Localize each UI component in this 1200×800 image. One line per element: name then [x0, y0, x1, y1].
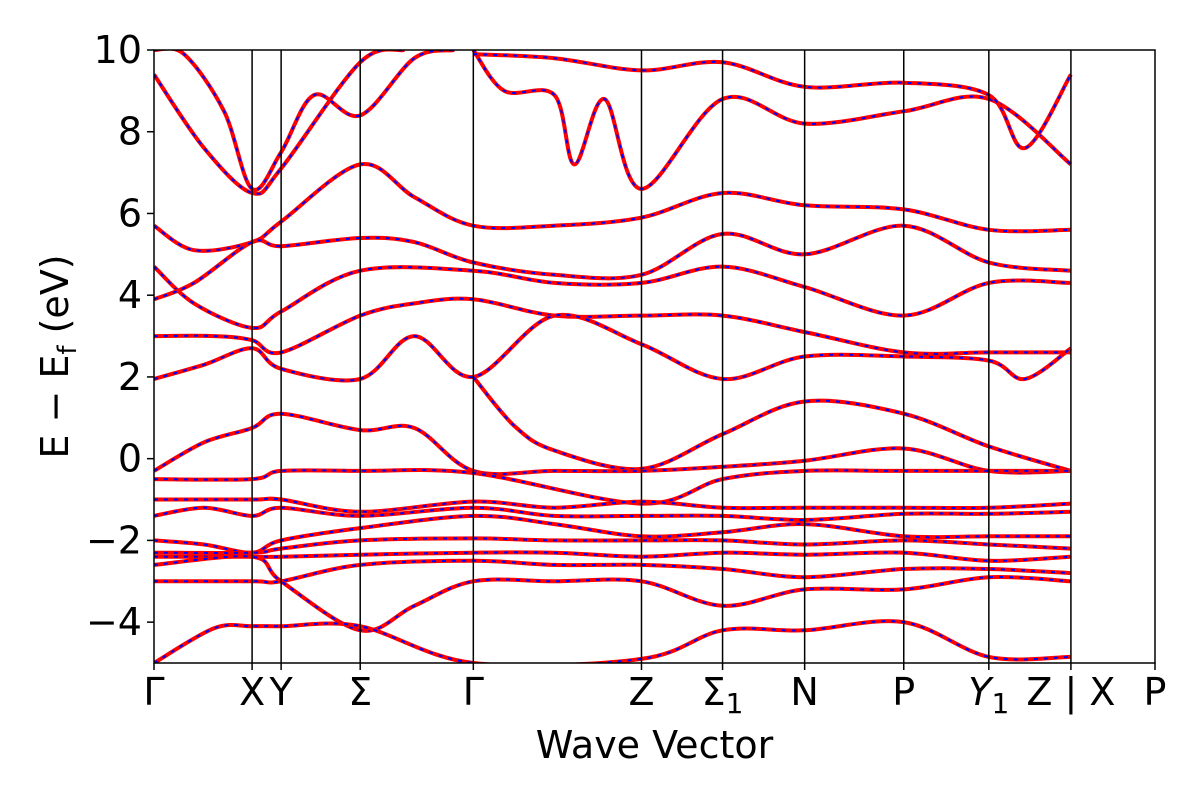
y-axis-label-sub: f [53, 345, 83, 355]
x-tick-label-5: Z [628, 670, 654, 714]
band-line-overlay-4 [154, 224, 1072, 301]
x-tick-label-10: Z | X [1026, 670, 1115, 715]
band-line-overlay-14 [154, 551, 1071, 562]
x-tick-label-4: Γ [463, 670, 484, 714]
x-tick-label-7: N [790, 670, 818, 714]
band-line-7 [471, 375, 1072, 473]
band-line-19 [473, 52, 1073, 151]
band-line-18 [471, 50, 1073, 191]
y-tick-label-2: 0 [118, 437, 142, 481]
y-tick-label-5: 6 [118, 191, 142, 235]
band-line-overlay-7 [472, 376, 1072, 472]
band-line-2 [154, 162, 1071, 253]
y-axis-ticks: −4 −2 0 2 4 6 8 10 [86, 28, 154, 644]
band-line-overlay-15 [154, 559, 1071, 584]
bands-layer [154, 50, 1073, 663]
plot-frame [153, 49, 1156, 664]
y-axis-label: E − Ef (eV) [33, 254, 83, 458]
band-line-overlay-1 [154, 50, 455, 191]
x-axis-label: Wave Vector [536, 723, 774, 767]
y-tick-label-3: 2 [118, 355, 142, 399]
x-tick-label-3: Σ [348, 670, 372, 714]
y-axis-label-main: E − E [33, 355, 77, 459]
kpoint-lines-layer [251, 50, 1072, 663]
band-line-9 [154, 467, 1071, 506]
band-line-14 [154, 550, 1072, 563]
band-line-3 [154, 264, 1071, 330]
y-tick-label-0: −4 [86, 600, 142, 644]
band-line-17 [154, 619, 1071, 663]
band-line-overlay-0 [154, 50, 405, 195]
y-axis-label-unit: (eV) [33, 254, 77, 345]
band-line-6 [154, 312, 1073, 383]
y-tick-label-4: 4 [118, 273, 142, 317]
band-line-overlay-13 [154, 537, 1071, 554]
band-line-overlay-5 [154, 297, 1071, 355]
band-line-overlay-2 [154, 163, 1071, 252]
band-line-overlay-18 [472, 50, 1072, 190]
x-tick-label-0: Γ [143, 670, 164, 714]
y-tick-label-6: 8 [118, 110, 142, 154]
x-tick-label-8: P [892, 670, 915, 714]
y-tick-label-1: −2 [86, 518, 142, 562]
x-tick-label-9: Y1 [968, 670, 1009, 720]
band-line-overlay-11 [154, 506, 1071, 522]
band-line-overlay-3 [154, 265, 1071, 329]
y-tick-label-7: 10 [94, 28, 142, 72]
band-line-overlay-9 [154, 468, 1071, 505]
band-line-4 [154, 223, 1072, 302]
x-tick-label-6: Σ1 [702, 670, 744, 720]
band-line-overlay-17 [154, 620, 1071, 663]
x-tick-label-1: X [239, 670, 265, 714]
x-tick-label-2: Y [269, 670, 294, 714]
band-line-overlay-19 [473, 53, 1072, 150]
x-tick-label-11: P [1144, 670, 1167, 714]
x-axis-ticks: Γ X Y Σ Γ Z Σ1 N P Y1 Z | X P [143, 663, 1166, 720]
